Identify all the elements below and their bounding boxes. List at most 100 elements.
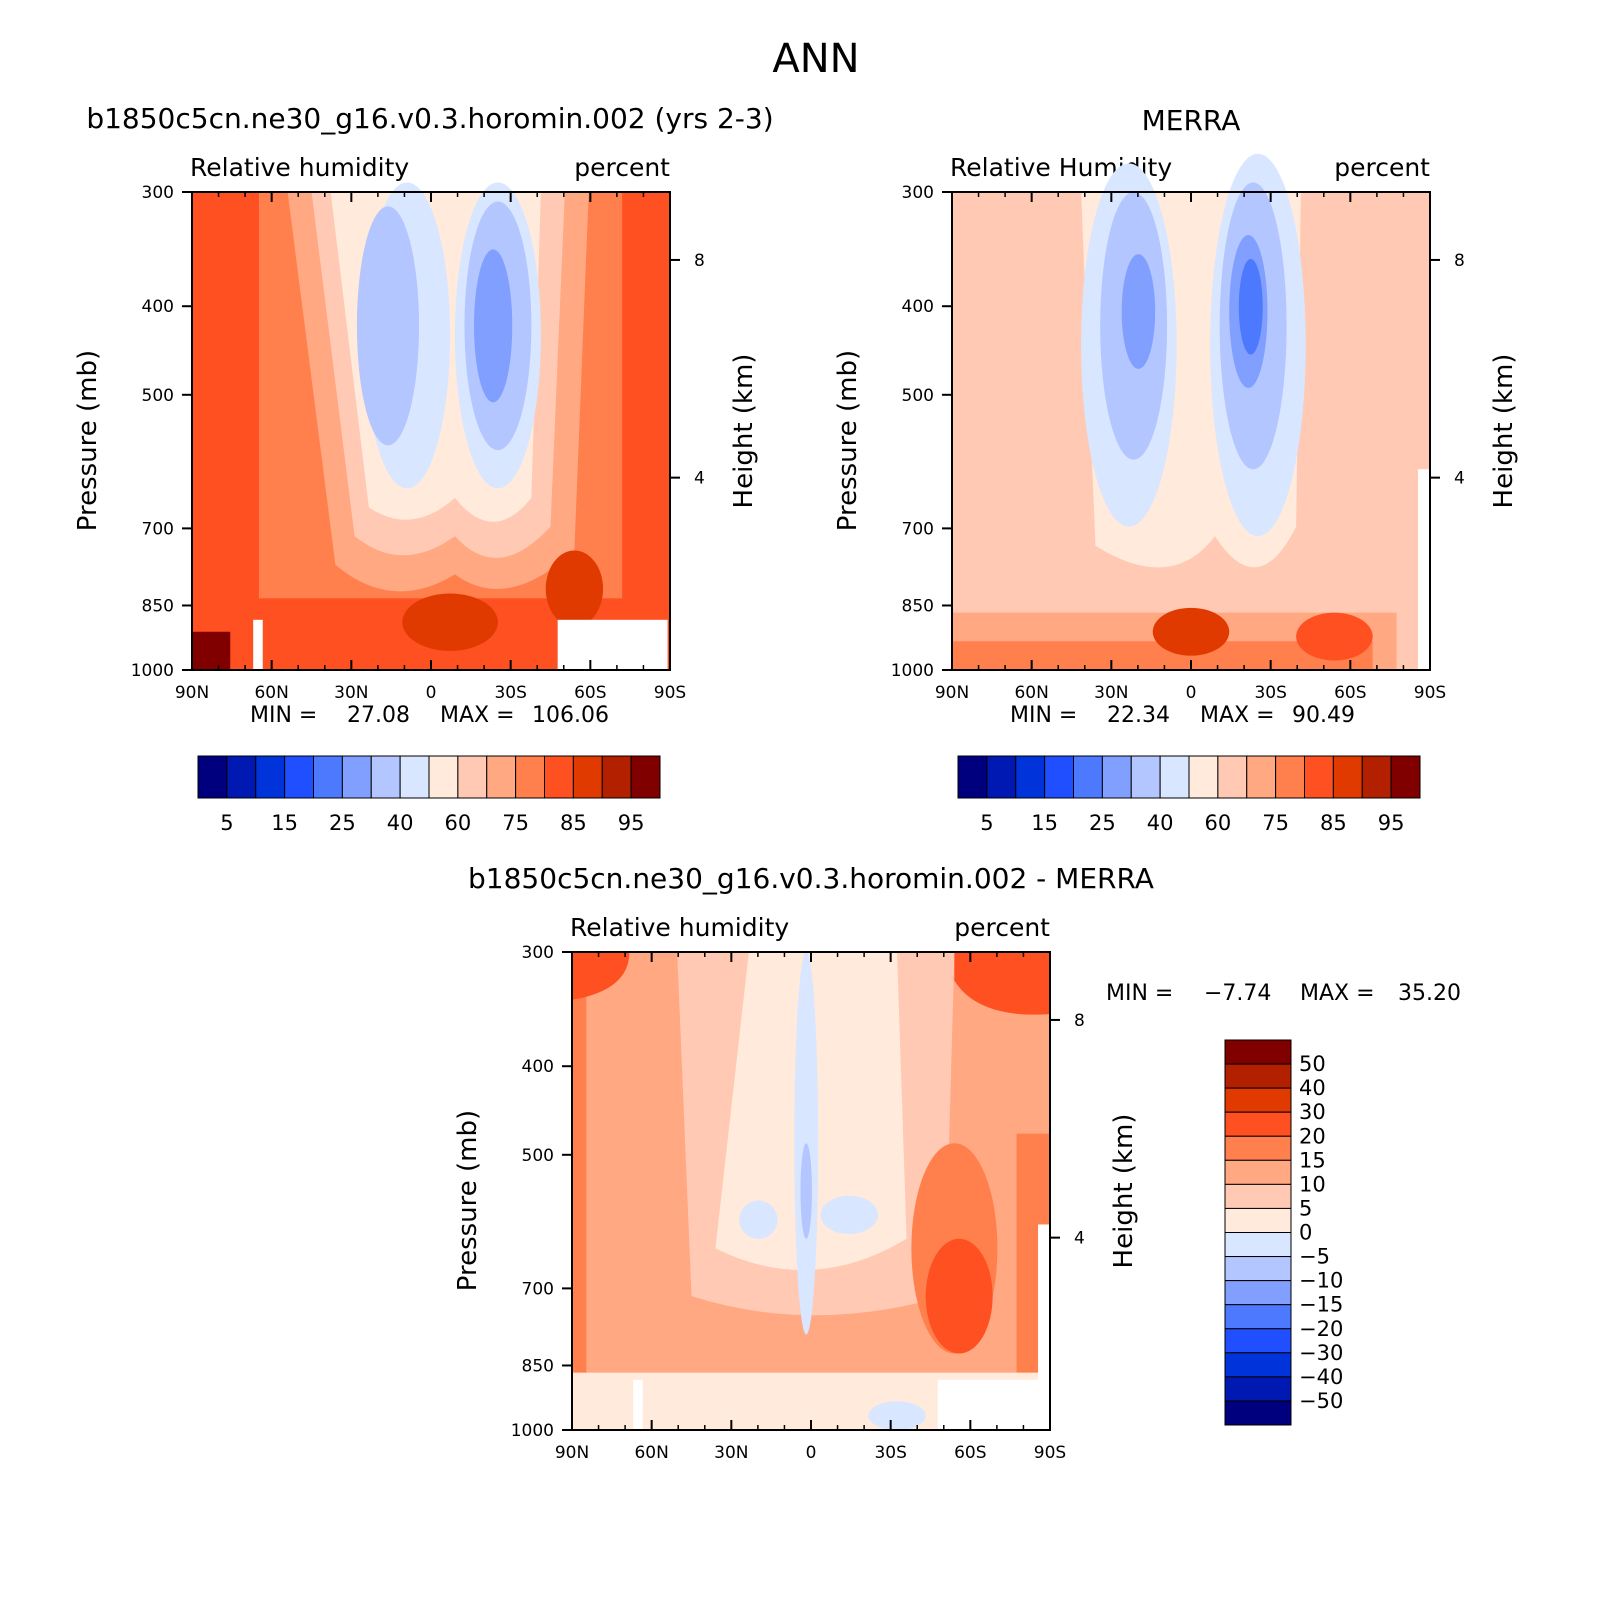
field-contour — [545, 550, 604, 627]
field-contour — [1121, 254, 1156, 369]
colorbar: 5 15 25 40 60 75 85 95 — [197, 755, 661, 835]
y-tick-label: 500 — [902, 386, 934, 406]
max-label: MAX = — [440, 703, 515, 728]
x-tick-label: 30N — [714, 1443, 748, 1463]
x-tick-label: 60S — [954, 1443, 986, 1463]
colorbar-swatch — [601, 755, 632, 799]
min-label: MIN = — [1010, 703, 1077, 728]
x-tick-label: 0 — [1186, 683, 1197, 703]
colorbar-swatch — [1073, 755, 1103, 799]
colorbar-label: 30 — [1299, 1100, 1326, 1124]
colorbar-swatch — [1275, 755, 1305, 799]
colorbar-swatch — [1224, 1304, 1292, 1330]
y-axis-title: Pressure (mb) — [833, 350, 863, 531]
min-value: 22.34 — [1107, 703, 1170, 728]
colorbar-swatch — [1224, 1280, 1292, 1306]
colorbar-label: 95 — [618, 811, 645, 835]
max-value: 90.49 — [1292, 703, 1355, 728]
colorbar-label: 40 — [387, 811, 414, 835]
x-tick-label: 60S — [574, 683, 606, 703]
colorbar-swatch — [1224, 1039, 1292, 1065]
x-tick-label: 30S — [494, 683, 526, 703]
chart-panel-1: b1850c5cn.ne30_g16.v0.3.horomin.002 (yrs… — [73, 102, 774, 835]
colorbar-swatch — [1332, 755, 1363, 799]
colorbar-swatch — [313, 755, 343, 799]
y-tick-label: 850 — [902, 596, 934, 616]
y2-axis-title: Height (km) — [1109, 1114, 1139, 1269]
y-tick-label: 300 — [902, 183, 934, 203]
y-tick-label: 700 — [522, 1279, 554, 1299]
colorbar-swatch — [1217, 755, 1248, 799]
colorbar-label: 75 — [1262, 811, 1289, 835]
field-band — [622, 192, 670, 670]
y2-tick-label: 4 — [694, 469, 705, 489]
max-label: MAX = — [1200, 703, 1275, 728]
min-label: MIN = — [250, 703, 317, 728]
min-value: 27.08 — [347, 703, 410, 728]
colorbar-swatch — [370, 755, 401, 799]
x-tick-label: 90S — [1414, 683, 1446, 703]
colorbar-swatch — [226, 755, 257, 799]
colorbar-swatch — [341, 755, 372, 799]
field-band — [192, 192, 259, 670]
y-tick-label: 850 — [522, 1356, 554, 1376]
x-tick-label: 90S — [654, 683, 686, 703]
colorbar-label: 10 — [1299, 1172, 1326, 1196]
colorbar-label: 60 — [1205, 811, 1232, 835]
field-contour — [820, 1195, 878, 1235]
colorbar-label: 5 — [220, 811, 233, 835]
field-band — [572, 952, 587, 1430]
field-missing — [633, 1379, 643, 1430]
colorbar-label: 60 — [445, 811, 472, 835]
colorbar-swatch — [1044, 755, 1074, 799]
colorbar-label: 15 — [1299, 1148, 1326, 1172]
x-tick-label: 0 — [806, 1443, 817, 1463]
field-contour — [1238, 258, 1263, 355]
y-tick-label: 1000 — [511, 1421, 554, 1441]
min-label: MIN = — [1106, 981, 1173, 1006]
colorbar-label: −15 — [1299, 1293, 1343, 1317]
field-missing — [253, 619, 263, 670]
colorbar-swatch — [255, 755, 286, 799]
y-tick-label: 700 — [902, 519, 934, 539]
x-tick-label: 90N — [935, 683, 969, 703]
colorbar-swatch — [428, 755, 459, 799]
colorbar-label: −20 — [1299, 1317, 1343, 1341]
main-title: ANN — [772, 36, 859, 82]
y-tick-label: 1000 — [131, 661, 174, 681]
y2-tick-label: 4 — [1454, 469, 1465, 489]
colorbar-swatch — [1390, 755, 1421, 799]
colorbar-label: 50 — [1299, 1052, 1326, 1076]
field-contour — [572, 952, 630, 1000]
colorbar-swatch — [1304, 755, 1334, 799]
colorbar-swatch — [957, 755, 988, 799]
field-contour — [739, 1200, 778, 1239]
y-tick-label: 850 — [142, 596, 174, 616]
x-tick-label: 90N — [175, 683, 209, 703]
colorbar-swatch — [1224, 1232, 1292, 1258]
x-tick-label: 60N — [1014, 683, 1048, 703]
colorbar-swatch — [1224, 1376, 1292, 1402]
colorbar-label: 15 — [1031, 811, 1058, 835]
variable-label: Relative humidity — [570, 913, 789, 942]
y2-tick-label: 8 — [1074, 1011, 1085, 1031]
colorbar-label: 40 — [1299, 1076, 1326, 1100]
colorbar-label: 20 — [1299, 1124, 1326, 1148]
min-value: −7.74 — [1204, 981, 1271, 1006]
y-tick-label: 700 — [142, 519, 174, 539]
colorbar-swatch — [986, 755, 1017, 799]
units-label: percent — [574, 153, 670, 182]
colorbar-label: −30 — [1299, 1341, 1343, 1365]
colorbar-swatch — [630, 755, 661, 799]
colorbar-label: 85 — [1320, 811, 1347, 835]
colorbar-label: 5 — [1299, 1196, 1312, 1220]
field-contour — [356, 206, 420, 446]
colorbar-label: 5 — [980, 811, 993, 835]
y2-tick-label: 8 — [1454, 251, 1465, 271]
colorbar-swatch — [1188, 755, 1219, 799]
colorbar-label: 40 — [1147, 811, 1174, 835]
colorbar-swatch — [572, 755, 603, 799]
